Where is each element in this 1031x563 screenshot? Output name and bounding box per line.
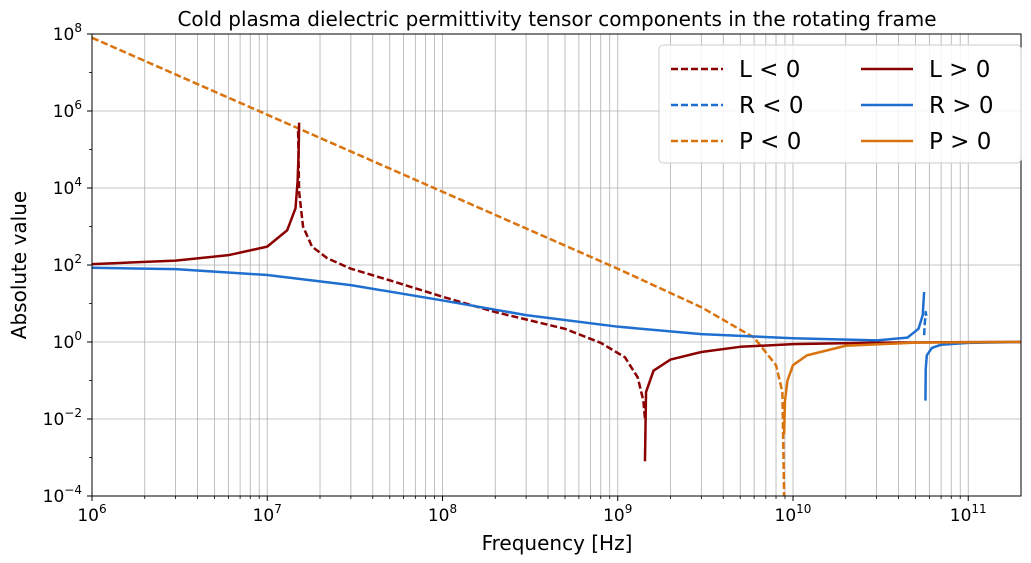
x-tick-label: 1011 — [950, 502, 987, 526]
series-line-l-0 — [296, 131, 647, 420]
series-group — [92, 36, 1021, 496]
series-line-p-0 — [782, 340, 1021, 435]
legend-label: R > 0 — [929, 93, 994, 119]
legend-label: P < 0 — [739, 129, 801, 155]
legend-box — [658, 44, 1022, 164]
chart-title: Cold plasma dielectric permittivity tens… — [177, 7, 936, 31]
grid — [91, 33, 1021, 497]
legend-label: L < 0 — [739, 57, 800, 83]
legend-label: R < 0 — [739, 93, 804, 119]
legend: L < 0 R < 0 P < 0 L > 0 R > 0 P > 0 — [658, 44, 1022, 164]
legend-label: L > 0 — [929, 57, 990, 83]
series-line-r-0 — [92, 266, 926, 342]
ticks: 106 107 108 109 1010 101110−410−2100102104106… — [43, 21, 987, 526]
y-axis-label: Absolute value — [7, 191, 31, 339]
legend-label: P > 0 — [929, 129, 991, 155]
y-tick-label: 106 — [53, 98, 82, 122]
x-axis-label: Frequency [Hz] — [482, 531, 633, 555]
series-line-r-0 — [922, 310, 929, 336]
series-line-l-0 — [92, 122, 301, 266]
series-line-p-0 — [92, 36, 786, 496]
